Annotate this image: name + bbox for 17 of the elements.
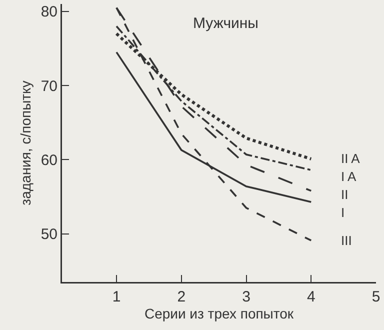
y-axis-title: задания, с/попытку: [18, 80, 34, 206]
y-tick-label: 60: [40, 152, 58, 169]
annotation: Мужчины: [193, 15, 258, 32]
x-tick-label: 3: [242, 288, 250, 306]
x-tick-label: 2: [177, 288, 186, 306]
x-tick-label: 1: [112, 288, 121, 306]
x-tick-label: 4: [306, 288, 316, 306]
text: II A: [341, 151, 360, 166]
y-tick-label: 80: [40, 4, 58, 21]
x-tick-label: 5: [372, 288, 380, 306]
text: I: [341, 205, 345, 220]
x-axis-title: Серии из трех попыток: [144, 306, 294, 322]
y-tick-label: 70: [40, 78, 58, 95]
text: II: [341, 187, 348, 202]
y-tick-label: 50: [40, 226, 58, 244]
text: III: [341, 233, 352, 248]
text: I A: [341, 169, 357, 184]
